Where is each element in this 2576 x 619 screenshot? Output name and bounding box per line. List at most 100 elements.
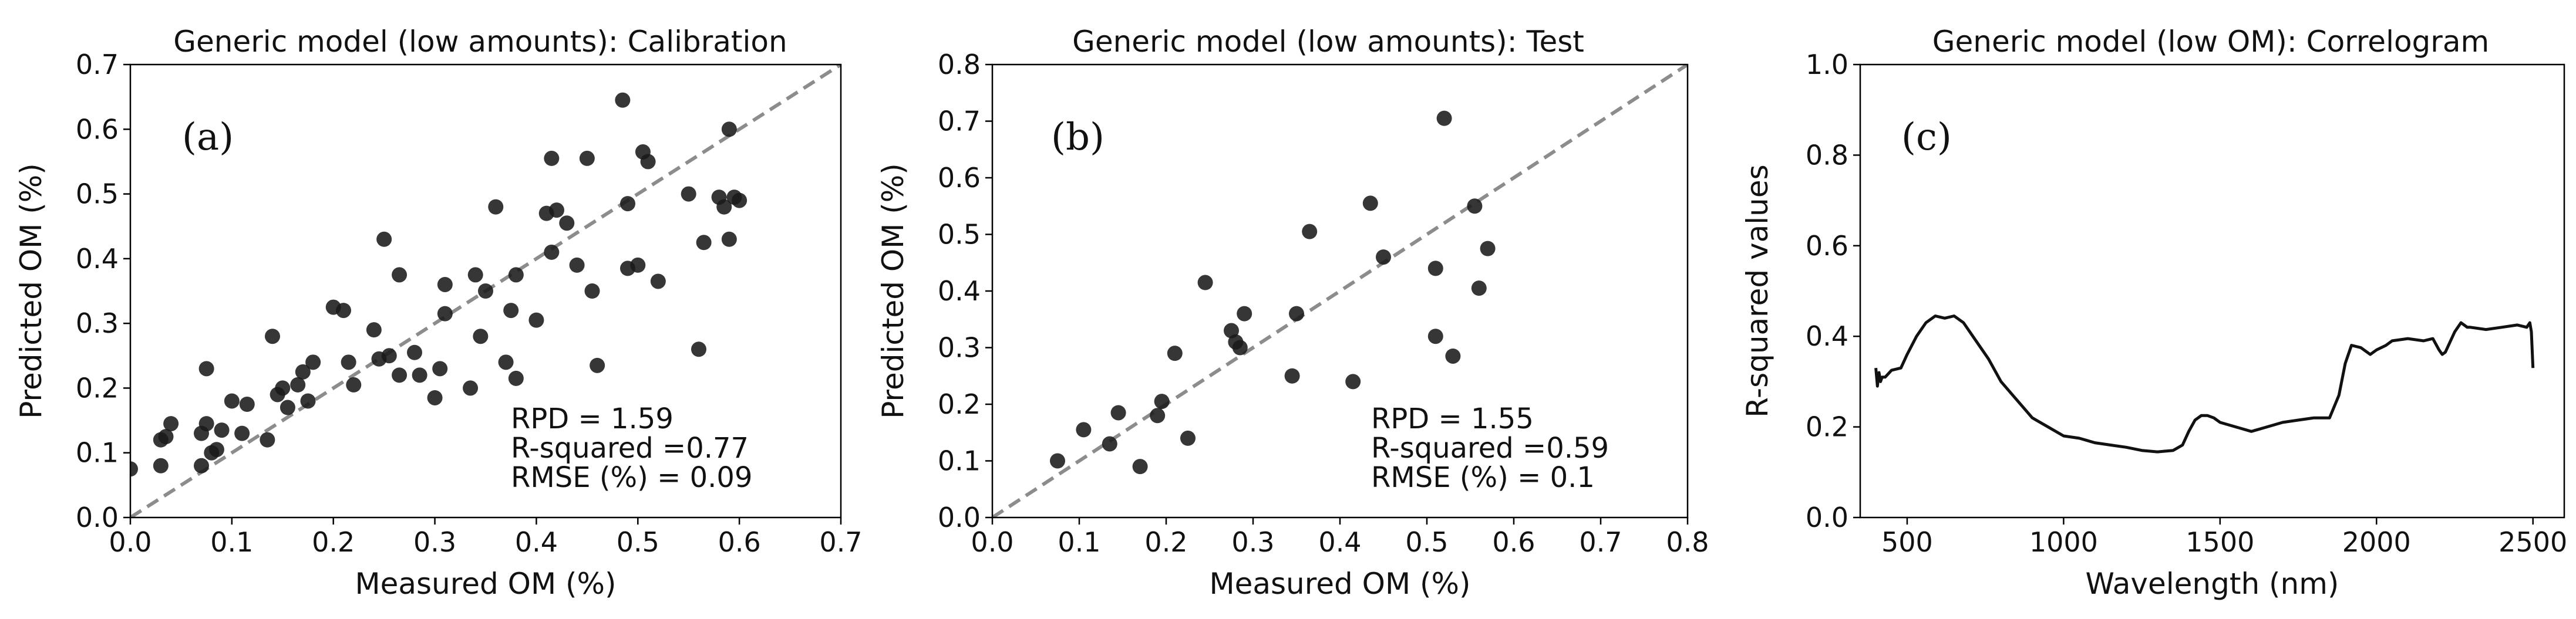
data-point xyxy=(130,461,138,477)
y-tick-label: 0.2 xyxy=(938,388,981,420)
y-tick-label: 0.1 xyxy=(938,445,981,477)
data-point xyxy=(615,92,631,108)
data-point xyxy=(407,344,422,360)
data-point xyxy=(620,196,635,212)
y-tick-label: 0.2 xyxy=(76,372,119,404)
data-point xyxy=(1345,374,1361,390)
y-tick-label: 0.8 xyxy=(1806,139,1848,171)
data-point xyxy=(1237,306,1252,322)
data-point xyxy=(1467,198,1483,214)
y-tick-label: 0.2 xyxy=(1806,411,1848,443)
stats-annotation: RPD = 1.59 xyxy=(511,402,674,435)
plot-area xyxy=(130,65,841,517)
data-point xyxy=(721,231,737,247)
data-point xyxy=(198,361,214,377)
data-point xyxy=(265,329,280,344)
data-point xyxy=(463,380,479,396)
y-tick-label: 0.6 xyxy=(1806,230,1848,262)
data-point xyxy=(158,429,174,445)
data-point xyxy=(381,348,397,364)
data-point xyxy=(498,354,514,370)
data-point xyxy=(478,283,493,299)
data-point xyxy=(1232,340,1248,356)
y-tick-label: 0.4 xyxy=(1806,320,1848,352)
x-tick-label: 0.6 xyxy=(1492,526,1535,558)
data-point xyxy=(412,367,427,383)
data-point xyxy=(1110,405,1126,421)
data-point xyxy=(366,322,382,338)
stats-annotation: RMSE (%) = 0.09 xyxy=(511,461,753,494)
x-tick-label: 2500 xyxy=(2498,526,2567,558)
data-point xyxy=(1289,306,1304,322)
data-point xyxy=(1362,195,1378,211)
x-tick-label: 1500 xyxy=(2186,526,2254,558)
data-point xyxy=(214,422,230,438)
chart-title: Generic model (low amounts): Test xyxy=(1072,25,1584,59)
data-point xyxy=(473,329,489,344)
x-tick-label: 0.7 xyxy=(1579,526,1622,558)
data-point xyxy=(437,276,453,292)
data-point xyxy=(163,416,179,432)
y-tick-label: 0.6 xyxy=(938,162,981,194)
stats-annotation: R-squared =0.77 xyxy=(511,432,749,465)
data-point xyxy=(341,354,356,370)
x-tick-label: 0.0 xyxy=(109,526,151,558)
y-tick-label: 0.0 xyxy=(76,502,119,533)
data-point xyxy=(1167,346,1183,361)
data-point xyxy=(579,150,595,166)
x-tick-label: 500 xyxy=(1881,526,1933,558)
data-point xyxy=(716,199,732,215)
data-point xyxy=(1445,348,1461,364)
x-tick-label: 0.5 xyxy=(1405,526,1448,558)
data-point xyxy=(650,273,666,289)
y-tick-label: 0.6 xyxy=(76,113,119,145)
data-point xyxy=(427,390,443,405)
y-tick-label: 0.3 xyxy=(938,332,981,364)
x-tick-label: 0.5 xyxy=(617,526,659,558)
stats-annotation: RMSE (%) = 0.1 xyxy=(1371,461,1595,494)
axes-frame xyxy=(1859,63,2565,519)
data-point xyxy=(234,425,250,441)
chart-panel-2: Generic model (low amounts): Test 0.0 0.1 0… xyxy=(876,25,1709,601)
data-point xyxy=(681,186,696,202)
x-tick-label: 0.6 xyxy=(718,526,761,558)
y-tick-label: 0.1 xyxy=(76,437,119,469)
data-point xyxy=(260,432,275,448)
data-point xyxy=(544,244,560,260)
y-tick-label: 0.0 xyxy=(1806,502,1848,533)
data-point xyxy=(305,354,321,370)
data-point xyxy=(392,367,408,383)
data-point xyxy=(194,458,209,473)
data-point xyxy=(1427,329,1443,344)
y-tick-label: 1.0 xyxy=(1806,49,1848,80)
data-point xyxy=(1376,249,1391,265)
y-tick-label: 0.7 xyxy=(938,106,981,137)
axes-frame xyxy=(991,63,1689,519)
y-tick-label: 0.0 xyxy=(938,502,981,533)
x-axis-label: Measured OM (%) xyxy=(355,567,616,601)
data-point xyxy=(1076,422,1092,438)
x-tick-label: 2000 xyxy=(2342,526,2411,558)
stats-annotation: RPD = 1.55 xyxy=(1371,402,1534,435)
data-point xyxy=(295,364,311,380)
x-tick-label: 0.1 xyxy=(1058,526,1100,558)
data-point xyxy=(280,400,295,415)
data-point xyxy=(1427,261,1443,276)
data-point xyxy=(528,312,544,328)
chart-title: Generic model (low amounts): Calibration xyxy=(173,25,787,59)
data-point xyxy=(1150,408,1166,424)
data-point xyxy=(488,199,504,215)
x-tick-label: 0.2 xyxy=(312,526,355,558)
data-point xyxy=(1154,394,1170,410)
data-point xyxy=(437,306,453,322)
y-tick-label: 0.5 xyxy=(76,178,119,210)
x-tick-label: 1000 xyxy=(2029,526,2098,558)
x-tick-label: 0.4 xyxy=(515,526,558,558)
data-point xyxy=(1302,224,1318,239)
data-point xyxy=(432,361,448,377)
chart-panel-3: Generic model (low OM): Correlogram 500 10… xyxy=(1740,25,2567,601)
data-point xyxy=(640,154,656,170)
data-point xyxy=(1480,241,1496,256)
one-to-one-line xyxy=(992,65,1688,517)
